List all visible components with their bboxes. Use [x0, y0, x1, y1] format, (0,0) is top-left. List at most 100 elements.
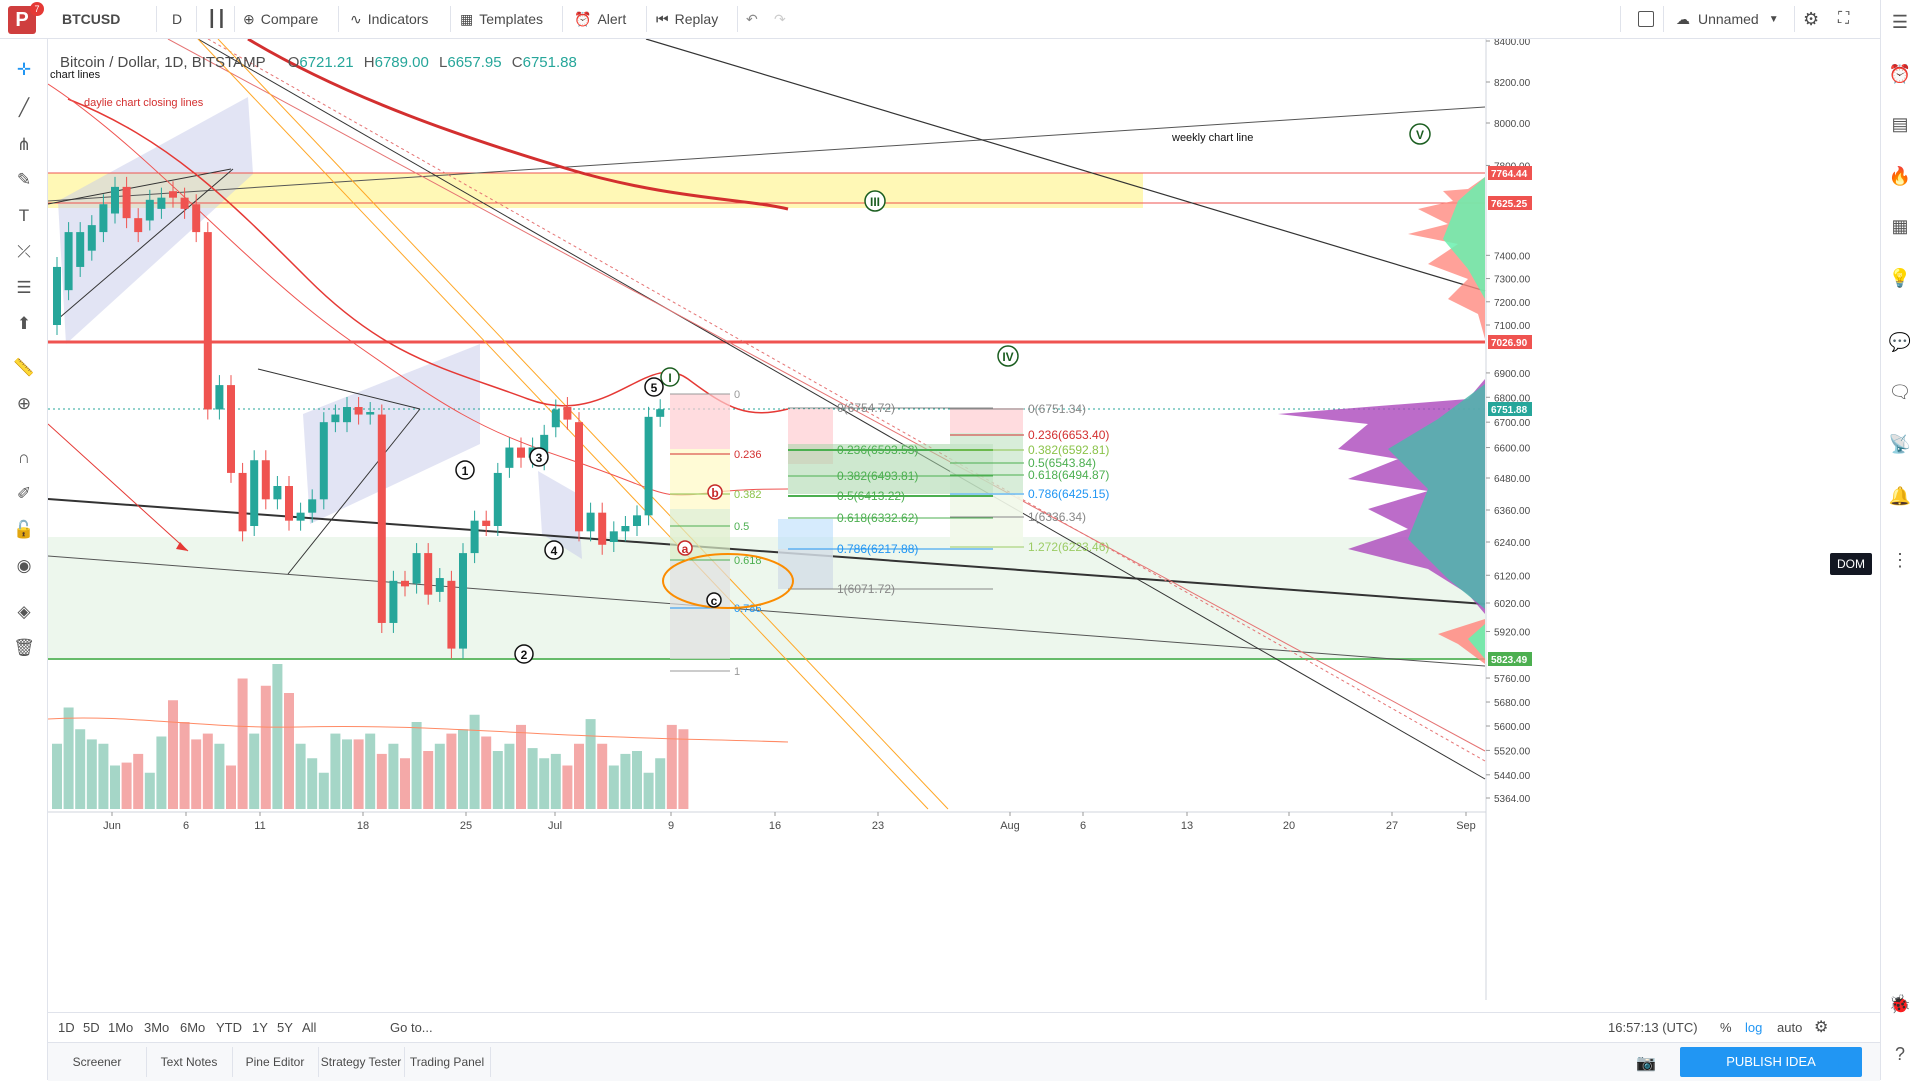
text-tool-icon[interactable]: T — [18, 206, 30, 225]
stay-drawing-icon[interactable]: ✐ — [16, 484, 32, 503]
price-label-bg — [1488, 166, 1532, 180]
volume-ma — [48, 717, 789, 743]
brush-icon[interactable]: ✎ — [16, 170, 32, 189]
y-tick-label: 6120.00 — [1494, 571, 1531, 582]
help-icon[interactable]: ? — [1894, 1044, 1905, 1064]
broadcast-icon[interactable]: 📡 — [1888, 434, 1912, 454]
lock-icon[interactable]: 🔓 — [13, 520, 35, 539]
tab-text-notes[interactable]: Text Notes — [146, 1047, 233, 1077]
high-value: 6789.00 — [374, 54, 429, 71]
replay-label: Replay — [674, 11, 719, 27]
volume-bar — [643, 772, 654, 809]
chart-type-button[interactable]: ┃┃ — [207, 0, 226, 38]
price-chart[interactable]: 00.2360.3820.50.6180.78610(6754.72)0.236… — [48, 39, 1880, 1012]
range-1y[interactable]: 1Y — [252, 1020, 268, 1035]
play-icon[interactable]: ▶ — [1838, 1053, 1849, 1069]
settings-gear-icon[interactable]: ⚙ — [1803, 8, 1820, 29]
candle-body — [64, 232, 73, 291]
alert-label: Alert — [597, 11, 627, 27]
redo-icon[interactable]: ↷ — [774, 10, 786, 27]
crosshair-icon[interactable]: ✛ — [16, 60, 32, 79]
calendar-icon[interactable]: ▦ — [1891, 216, 1909, 236]
x-tick-label: Sep — [1456, 820, 1476, 832]
candle-body — [215, 385, 224, 410]
candle-body — [319, 422, 328, 500]
range-5y[interactable]: 5Y — [277, 1020, 293, 1035]
volume-bar — [86, 739, 97, 809]
magnet-icon[interactable]: ∩ — [17, 448, 31, 467]
pattern-icon[interactable]: ⤫ — [17, 242, 31, 261]
layers-icon[interactable]: ◈ — [17, 602, 31, 621]
fullscreen-expand-icon[interactable]: ⛶ — [1838, 10, 1850, 27]
replay-button[interactable]: ⏮ Replay — [656, 0, 718, 38]
volume-bar — [550, 753, 561, 809]
indicators-icon: ∿ — [350, 10, 362, 27]
zoom-icon[interactable]: ⊕ — [16, 394, 32, 413]
range-ytd[interactable]: YTD — [216, 1020, 242, 1035]
candle-body — [447, 580, 456, 649]
y-tick-label: 6480.00 — [1494, 474, 1531, 485]
volume-bar — [562, 765, 573, 809]
auto-toggle[interactable]: auto — [1777, 1020, 1803, 1035]
trendline-icon[interactable]: ╱ — [18, 98, 30, 117]
alarm-icon[interactable]: ⏰ — [1888, 64, 1912, 84]
trash-icon[interactable]: 🗑 — [13, 638, 35, 657]
ideas-icon[interactable]: 💡 — [1888, 268, 1912, 288]
candle-body — [621, 526, 630, 532]
tab-trading-panel[interactable]: Trading Panel — [404, 1047, 491, 1077]
pitchfork-icon[interactable]: ⋔ — [16, 135, 32, 154]
hotlist-icon[interactable]: 🔥 — [1888, 166, 1912, 186]
templates-button[interactable]: ▦ Templates — [460, 0, 543, 38]
bug-report-icon[interactable]: 🐞 — [1888, 994, 1912, 1014]
y-tick-label: 5680.00 — [1494, 698, 1531, 709]
goto-button[interactable]: Go to... — [390, 1020, 433, 1035]
alert-button[interactable]: ⏰ Alert — [574, 0, 626, 38]
tab-strategy-tester[interactable]: Strategy Tester — [318, 1047, 405, 1077]
range-3mo[interactable]: 3Mo — [144, 1020, 170, 1035]
dom-button[interactable]: DOM — [1830, 553, 1872, 575]
ruler-icon[interactable]: 📏 — [13, 358, 35, 377]
candle-body — [250, 460, 259, 526]
publish-idea-button[interactable]: PUBLISH IDEA — [1680, 1047, 1862, 1077]
range-6mo[interactable]: 6Mo — [180, 1020, 206, 1035]
arrow-up-icon[interactable]: ⬆ — [16, 314, 32, 333]
chat-icon[interactable]: 💬 — [1888, 332, 1912, 352]
range-1d[interactable]: 1D — [58, 1020, 75, 1035]
private-chat-icon[interactable]: 🗨 — [1888, 382, 1912, 402]
layout-button[interactable]: ☁ Unnamed ▼ — [1676, 0, 1779, 38]
scale-settings-gear-icon[interactable]: ⚙ — [1814, 1019, 1829, 1036]
symbol-search[interactable]: BTCUSD — [62, 11, 121, 27]
indicators-button[interactable]: ∿ Indicators — [350, 0, 428, 38]
fib-tool-icon[interactable]: ☰ — [16, 278, 32, 297]
fib-left-label: 0.236 — [734, 449, 762, 461]
compare-button[interactable]: ⊕ Compare — [243, 0, 318, 38]
wave-label-V-circle — [1409, 123, 1431, 145]
daily-closing-annotation: daylie chart closing lines — [84, 97, 204, 109]
eye-icon[interactable]: ◉ — [16, 556, 32, 575]
undo-icon[interactable]: ↶ — [746, 10, 758, 27]
data-window-icon[interactable]: ▤ — [1891, 114, 1909, 134]
range-5d[interactable]: 5D — [83, 1020, 100, 1035]
dom-panel-icon[interactable]: ⋮ — [1891, 550, 1909, 570]
log-toggle[interactable]: log — [1745, 1020, 1763, 1035]
range-all[interactable]: All — [302, 1020, 317, 1035]
y-tick-label: 5364.00 — [1494, 794, 1531, 805]
low-label: L — [439, 54, 448, 71]
chevron-down-icon: ▼ — [1768, 13, 1779, 25]
tab-pine-editor[interactable]: Pine Editor — [232, 1047, 319, 1077]
snapshot-camera-icon[interactable]: 📷 — [1636, 1055, 1656, 1072]
interval-button[interactable]: D — [172, 11, 183, 27]
candle-body — [145, 199, 154, 221]
fullscreen-icon[interactable] — [1638, 0, 1654, 38]
channel-line-a — [257, 368, 421, 410]
watchlist-icon[interactable]: ☰ — [1891, 12, 1909, 32]
wave-label-b-circle — [707, 484, 723, 500]
fib-left-label: 1 — [734, 666, 740, 678]
y-tick-label: 6240.00 — [1494, 538, 1531, 549]
percent-toggle[interactable]: % — [1720, 1020, 1732, 1035]
notifications-bell-icon[interactable]: 🔔 — [1888, 486, 1912, 506]
tab-screener[interactable]: Screener — [48, 1047, 147, 1077]
candles-icon: ┃┃ — [207, 11, 227, 28]
range-1mo[interactable]: 1Mo — [108, 1020, 134, 1035]
orange-line-2 — [197, 39, 929, 810]
